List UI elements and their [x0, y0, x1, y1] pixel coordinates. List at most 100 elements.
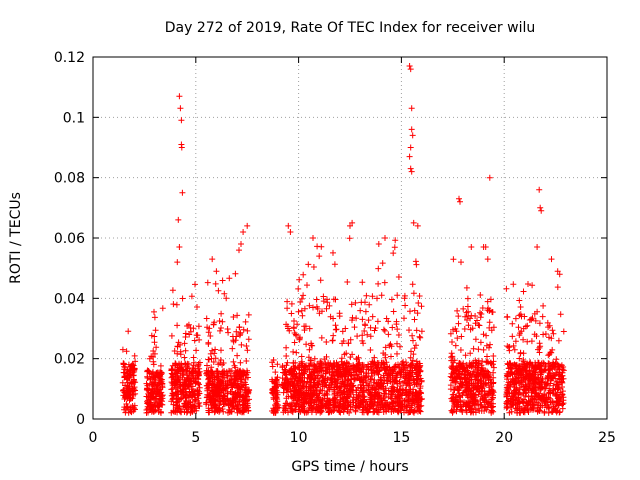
data-point: [530, 375, 537, 382]
data-point: [406, 153, 413, 160]
data-point: [177, 105, 184, 112]
data-point: [347, 354, 354, 361]
data-point: [483, 396, 490, 403]
data-point: [510, 393, 517, 399]
data-point: [357, 399, 364, 406]
data-point: [407, 165, 414, 172]
data-point: [236, 392, 243, 399]
data-point: [321, 395, 328, 402]
data-point: [475, 357, 482, 364]
data-point: [343, 350, 350, 357]
data-point: [207, 393, 214, 400]
data-point: [179, 295, 186, 302]
data-point: [401, 292, 408, 299]
data-point: [324, 299, 331, 306]
data-point: [143, 386, 150, 393]
data-point: [359, 409, 366, 416]
data-point: [173, 399, 179, 406]
data-point: [516, 372, 523, 379]
data-point: [290, 381, 296, 388]
data-point: [291, 339, 298, 346]
data-point: [391, 366, 398, 373]
data-point: [520, 336, 527, 343]
data-point: [510, 342, 517, 349]
data-point: [240, 326, 247, 333]
data-point: [373, 403, 380, 410]
y-tick-label: 0.1: [63, 110, 85, 126]
data-point: [326, 302, 333, 309]
data-point: [240, 408, 247, 415]
data-point: [211, 319, 218, 326]
data-point: [505, 386, 512, 393]
data-point: [179, 394, 186, 400]
data-point: [269, 363, 276, 370]
data-point: [331, 261, 338, 268]
data-point: [560, 394, 567, 401]
data-point: [290, 325, 297, 332]
data-point: [297, 383, 304, 389]
data-point: [455, 387, 462, 394]
data-point: [224, 326, 231, 332]
data-point: [192, 388, 199, 395]
data-point: [506, 360, 513, 367]
data-point: [416, 333, 423, 340]
data-point: [478, 393, 485, 400]
data-point: [416, 360, 423, 367]
data-point: [413, 327, 420, 334]
data-point: [168, 370, 175, 377]
data-point: [547, 372, 553, 379]
data-point: [411, 316, 418, 323]
data-point: [481, 408, 488, 414]
data-point: [409, 332, 416, 339]
data-point: [150, 389, 157, 395]
data-point: [452, 342, 459, 349]
x-tick-label: 15: [392, 430, 410, 446]
data-point: [122, 364, 129, 371]
data-point: [345, 340, 352, 347]
data-point: [516, 384, 523, 391]
data-point: [539, 402, 546, 409]
data-point: [381, 374, 388, 381]
data-point: [517, 330, 523, 337]
data-point: [477, 309, 483, 316]
data-point: [122, 409, 129, 416]
data-point: [348, 301, 355, 308]
data-point: [124, 389, 131, 396]
data-point: [182, 403, 189, 410]
data-point: [480, 331, 487, 338]
data-point: [212, 355, 219, 362]
data-point: [153, 344, 160, 351]
data-point: [397, 343, 403, 350]
data-point: [549, 346, 556, 353]
data-point: [471, 396, 477, 403]
data-point: [397, 383, 404, 389]
data-point: [352, 408, 359, 415]
data-point: [479, 305, 486, 311]
data-point: [555, 337, 562, 344]
data-point: [513, 396, 520, 403]
data-point: [456, 360, 463, 366]
data-point: [352, 299, 359, 306]
data-point: [382, 344, 389, 351]
data-point: [232, 270, 239, 277]
data-point: [516, 409, 523, 416]
data-point: [474, 367, 481, 374]
data-point: [149, 379, 156, 386]
data-point: [526, 371, 532, 378]
data-point: [297, 334, 303, 341]
data-point: [187, 325, 194, 331]
data-point: [474, 317, 480, 324]
data-point: [531, 401, 538, 408]
data-point: [193, 347, 200, 354]
data-point: [406, 63, 413, 69]
data-point: [454, 307, 461, 314]
data-point: [330, 371, 337, 377]
data-point: [296, 276, 303, 283]
data-point: [220, 360, 227, 366]
data-point: [328, 380, 335, 387]
data-point: [121, 360, 127, 367]
data-point: [216, 392, 222, 398]
data-point: [359, 316, 366, 323]
data-point: [158, 371, 165, 378]
